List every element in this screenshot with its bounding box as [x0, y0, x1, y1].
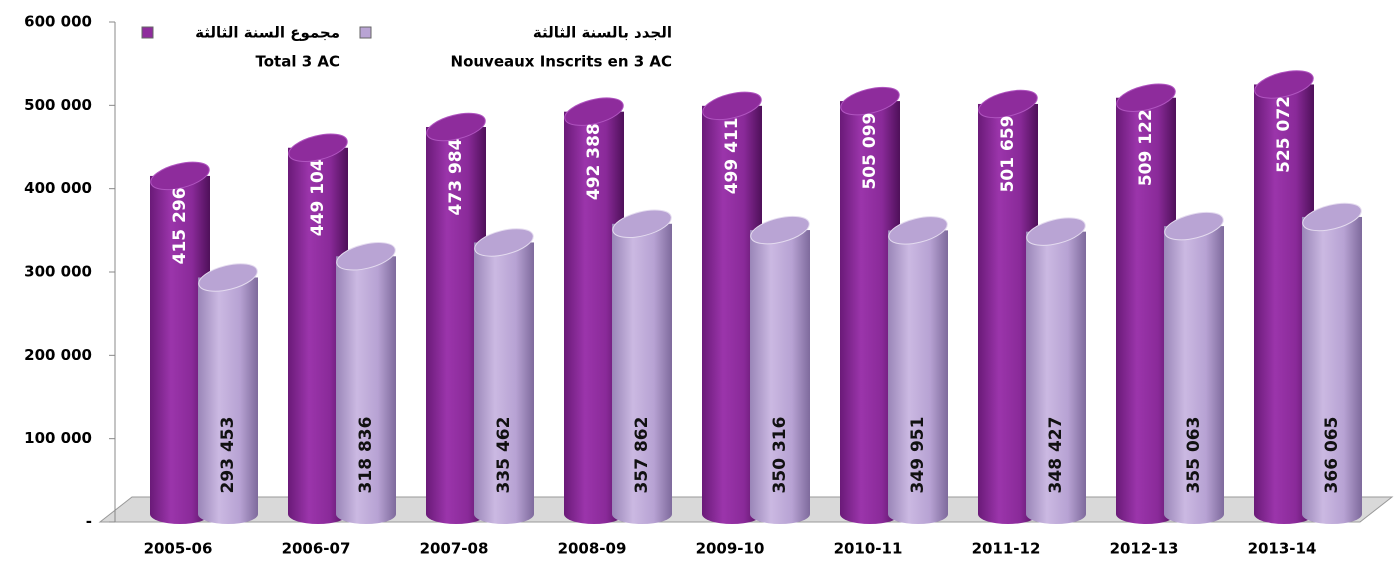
- y-tick-label: -: [86, 513, 92, 531]
- data-label: 318 836: [356, 417, 376, 494]
- bar: [1302, 202, 1362, 524]
- x-tick-label: 2008-09: [558, 540, 627, 558]
- data-label: 357 862: [632, 417, 652, 494]
- bar: [612, 209, 672, 524]
- legend-label: Total 3 AC: [256, 53, 340, 71]
- data-label: 473 984: [446, 138, 466, 215]
- bar: [336, 242, 396, 524]
- data-label: 501 659: [998, 116, 1018, 193]
- x-tick-label: 2005-06: [144, 540, 213, 558]
- data-label: 293 453: [218, 417, 238, 494]
- y-tick-label: 300 000: [24, 263, 92, 281]
- data-label: 355 063: [1184, 417, 1204, 494]
- x-tick-label: 2007-08: [420, 540, 489, 558]
- x-tick-label: 2012-13: [1110, 540, 1179, 558]
- x-tick-label: 2006-07: [282, 540, 351, 558]
- y-tick-label: 500 000: [24, 96, 92, 114]
- data-label: 525 072: [1274, 96, 1294, 173]
- data-label: 505 099: [860, 113, 880, 190]
- data-label: 335 462: [494, 417, 514, 494]
- y-tick-label: 100 000: [24, 429, 92, 447]
- y-tick-label: 600 000: [24, 13, 92, 31]
- legend-label: Nouveaux Inscrits en 3 AC: [451, 53, 672, 71]
- data-label: 349 951: [908, 417, 928, 494]
- bar: [1026, 217, 1086, 524]
- bar: [474, 228, 534, 524]
- y-tick-label: 200 000: [24, 346, 92, 364]
- data-label: 415 296: [170, 187, 190, 264]
- x-tick-label: 2009-10: [696, 540, 765, 558]
- bar: [198, 263, 258, 524]
- data-label: 449 104: [308, 159, 328, 236]
- legend-label: الجدد بالسنة الثالثة: [533, 24, 672, 42]
- data-label: 350 316: [770, 417, 790, 494]
- bar: [750, 215, 810, 524]
- data-label: 499 411: [722, 117, 742, 194]
- data-label: 366 065: [1322, 417, 1342, 494]
- legend-marker: [141, 26, 154, 39]
- data-label: 348 427: [1046, 417, 1066, 494]
- x-tick-label: 2011-12: [972, 540, 1041, 558]
- legend-label: مجموع السنة الثالثة: [195, 24, 340, 42]
- y-tick-label: 400 000: [24, 179, 92, 197]
- x-tick-label: 2010-11: [834, 540, 903, 558]
- data-label: 492 388: [584, 123, 604, 200]
- bar: [888, 216, 948, 524]
- x-tick-label: 2013-14: [1248, 540, 1317, 558]
- data-label: 509 122: [1136, 109, 1156, 186]
- bar: [1164, 211, 1224, 524]
- legend-marker: [359, 26, 372, 39]
